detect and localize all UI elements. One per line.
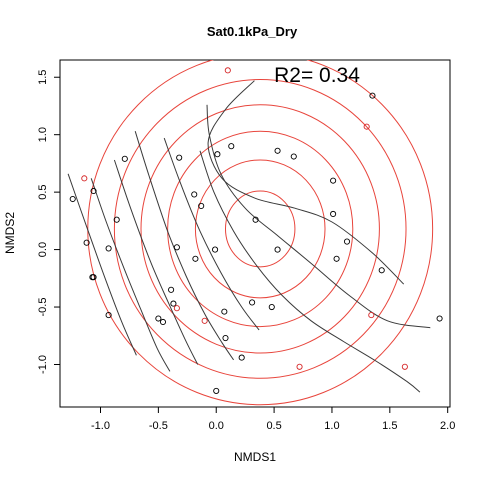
data-point — [343, 238, 351, 245]
chart-title: Sat0.1kPa_Dry — [207, 24, 298, 39]
data-point — [330, 210, 337, 218]
dark-contour-5 — [163, 137, 260, 331]
data-point — [90, 187, 97, 195]
data-point — [238, 354, 245, 361]
data-point — [213, 387, 220, 394]
data-point — [113, 216, 120, 223]
dark-contour-2 — [90, 178, 171, 372]
data-point — [228, 143, 235, 150]
data-point — [168, 286, 175, 293]
data-point — [222, 335, 229, 342]
y-tick-label: 1.0 — [37, 127, 49, 142]
data-point — [274, 246, 281, 253]
dark-contour-6 — [199, 150, 421, 393]
red-contour-1 — [224, 190, 296, 268]
data-point — [296, 363, 303, 370]
x-tick-label: 0.0 — [209, 420, 224, 432]
red-contour-5 — [113, 79, 407, 379]
x-tick-label: -0.5 — [149, 420, 168, 432]
data-point — [378, 267, 385, 274]
data-point — [363, 123, 370, 130]
x-tick-label: 1.0 — [324, 420, 339, 432]
data-point — [201, 317, 208, 324]
x-axis: -1.0 -0.5 0.0 0.5 1.0 1.5 2.0 — [91, 406, 455, 432]
y-tick-label: -0.5 — [37, 298, 49, 317]
data-point — [369, 92, 376, 99]
data-point — [198, 202, 205, 209]
data-point — [81, 175, 88, 182]
data-point — [224, 67, 231, 74]
data-point — [105, 312, 112, 319]
y-tick-label: 1.5 — [37, 70, 49, 85]
y-tick-label: 0.5 — [37, 184, 49, 199]
data-point — [159, 318, 167, 326]
data-point — [90, 274, 97, 281]
x-tick-label: 1.5 — [382, 420, 397, 432]
red-contour-3 — [167, 130, 354, 328]
data-point — [170, 300, 177, 307]
data-point — [333, 255, 340, 262]
data-point — [436, 315, 443, 322]
dark-contour-7 — [206, 104, 431, 329]
data-point — [249, 299, 256, 306]
data-point — [121, 155, 128, 162]
y-axis: -1.0 -0.5 0.0 0.5 1.0 1.5 — [37, 70, 61, 374]
data-point — [176, 154, 183, 161]
data-point — [268, 303, 275, 311]
data-point — [214, 151, 221, 158]
dark-contour-3 — [113, 159, 199, 365]
x-tick-label: 2.0 — [440, 420, 455, 432]
data-point — [192, 255, 199, 262]
data-point — [173, 305, 180, 312]
sample-points — [69, 67, 443, 394]
data-point — [330, 177, 337, 184]
r2-annotation: R2= 0.34 — [274, 64, 360, 87]
x-tick-label: 0.5 — [266, 420, 281, 432]
data-point — [252, 216, 259, 223]
y-tick-label: 0.0 — [37, 242, 49, 257]
data-point — [290, 153, 297, 160]
data-point — [69, 195, 76, 203]
data-point — [221, 308, 228, 315]
x-axis-title: NMDS1 — [234, 450, 276, 464]
y-tick-label: -1.0 — [37, 355, 49, 374]
y-axis-title: NMDS2 — [3, 212, 17, 254]
data-point — [401, 363, 408, 370]
red-contour-2 — [194, 159, 326, 299]
plot-area-box — [59, 59, 451, 408]
data-point — [368, 312, 375, 319]
data-point — [155, 315, 162, 322]
data-point — [274, 147, 281, 154]
red-contour-6 — [87, 60, 434, 406]
data-point — [173, 244, 180, 251]
x-tick-label: -1.0 — [91, 420, 110, 432]
contour-lines — [67, 60, 434, 406]
dark-contour-4 — [134, 131, 235, 361]
data-point — [83, 239, 90, 246]
data-point — [105, 245, 112, 252]
data-point — [191, 191, 198, 198]
data-point — [212, 246, 219, 253]
dark-contour-1 — [67, 173, 137, 356]
red-contour-4 — [140, 104, 380, 354]
dark-contour-8 — [207, 80, 405, 285]
